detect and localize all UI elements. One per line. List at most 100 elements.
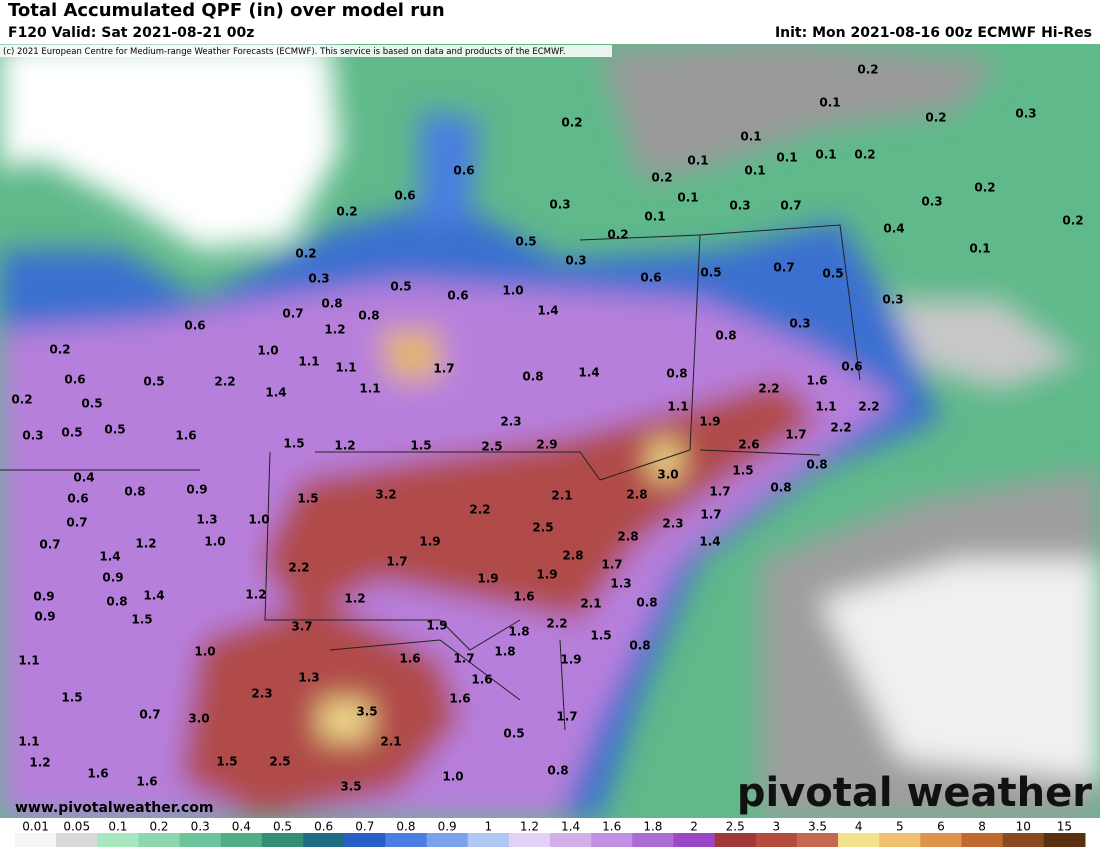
contour-label: 1.4 — [265, 386, 286, 400]
contour-label: 1.5 — [131, 613, 152, 627]
contour-label: 0.8 — [547, 764, 568, 778]
contour-label: 0.8 — [321, 297, 342, 311]
contour-label: 0.8 — [806, 458, 827, 472]
contour-label: 1.0 — [204, 535, 225, 549]
contour-label: 2.5 — [269, 755, 290, 769]
contour-label: 0.7 — [139, 708, 160, 722]
contour-label: 0.2 — [857, 63, 878, 77]
contour-label: 0.6 — [394, 189, 415, 203]
contour-label: 0.2 — [925, 111, 946, 125]
colorbar-label: 0.9 — [438, 820, 457, 834]
colorbar-swatch — [303, 833, 345, 847]
contour-label: 0.5 — [515, 235, 536, 249]
contour-label: 1.7 — [700, 508, 721, 522]
contour-label: 1.1 — [667, 400, 688, 414]
colorbar-label: 2.5 — [726, 820, 745, 834]
contour-label: 1.2 — [344, 592, 365, 606]
contour-label: 0.8 — [636, 596, 657, 610]
contour-label: 1.7 — [453, 652, 474, 666]
colorbar-swatch — [97, 833, 139, 847]
contour-label: 1.6 — [136, 775, 157, 789]
colorbar-swatch — [1043, 833, 1086, 847]
contour-label: 1.8 — [494, 645, 515, 659]
website: www.pivotalweather.com — [15, 800, 214, 816]
colorbar-swatch — [15, 833, 57, 847]
contour-label: 0.3 — [549, 198, 570, 212]
contour-label: 1.9 — [536, 568, 557, 582]
colorbar-swatch — [796, 833, 839, 847]
contour-label: 0.2 — [295, 247, 316, 261]
contour-label: 0.4 — [73, 471, 94, 485]
contour-label: 1.1 — [18, 735, 39, 749]
contour-label: 0.6 — [453, 164, 474, 178]
contour-label: 0.2 — [651, 171, 672, 185]
contour-label: 0.9 — [33, 590, 54, 604]
colorbar-swatch — [550, 833, 592, 847]
colorbar-swatch — [1002, 833, 1045, 847]
contour-label: 0.6 — [841, 360, 862, 374]
contour-label: 1.5 — [590, 629, 611, 643]
colorbar-label: 5 — [896, 820, 904, 834]
contour-label: 2.8 — [562, 549, 583, 563]
contour-label: 1.0 — [442, 770, 463, 784]
contour-label: 0.5 — [503, 727, 524, 741]
contour-label: 0.2 — [607, 228, 628, 242]
contour-label: 1.6 — [513, 590, 534, 604]
contour-label: 2.2 — [288, 561, 309, 575]
contour-label: 0.5 — [143, 375, 164, 389]
contour-label: 1.3 — [610, 577, 631, 591]
contour-label: 1.9 — [426, 619, 447, 633]
contour-label: 2.2 — [546, 617, 567, 631]
colorbar-label: 0.05 — [63, 820, 90, 834]
colorbar-label: 0.4 — [232, 820, 251, 834]
contour-label: 0.6 — [64, 373, 85, 387]
contour-label: 2.2 — [758, 382, 779, 396]
contour-label: 0.8 — [106, 595, 127, 609]
colorbar-label: 6 — [937, 820, 945, 834]
colorbar-label: 8 — [978, 820, 986, 834]
colorbar-swatch — [920, 833, 963, 847]
colorbar-swatch — [467, 833, 510, 847]
contour-label: 1.6 — [471, 673, 492, 687]
contour-label: 0.3 — [565, 254, 586, 268]
contour-label: 1.8 — [508, 625, 529, 639]
contour-label: 0.6 — [640, 271, 661, 285]
colorbar-label: 0.8 — [396, 820, 415, 834]
colorbar-label: 3 — [773, 820, 781, 834]
contour-label: 0.2 — [49, 343, 70, 357]
colorbar-label: 4 — [855, 820, 863, 834]
contour-label: 0.1 — [776, 151, 797, 165]
contour-label: 0.5 — [700, 266, 721, 280]
contour-label: 1.0 — [257, 344, 278, 358]
contour-label: 1.5 — [410, 439, 431, 453]
colorbar-swatch — [385, 833, 428, 847]
contour-label: 1.9 — [419, 535, 440, 549]
contour-label: 0.3 — [308, 272, 329, 286]
contour-label: 2.1 — [551, 489, 572, 503]
contour-label: 1.3 — [298, 671, 319, 685]
contour-label: 1.0 — [194, 645, 215, 659]
contour-label: 1.1 — [359, 382, 380, 396]
contour-label: 1.6 — [87, 767, 108, 781]
colorbar-label: 0.1 — [108, 820, 127, 834]
contour-label: 0.1 — [744, 164, 765, 178]
contour-label: 0.2 — [1062, 214, 1083, 228]
contour-label: 1.3 — [196, 513, 217, 527]
contour-label: 0.2 — [974, 181, 995, 195]
contour-label: 1.5 — [732, 464, 753, 478]
colorbar-swatch — [138, 833, 181, 847]
contour-labels: 0.2 0.1 0.2 0.2 0.3 0.1 0.1 0.1 0.1 0.2 0.1 0.6 0.2 0… — [11, 63, 1083, 794]
contour-label: 1.4 — [578, 366, 599, 380]
colorbar-label: 1.6 — [602, 820, 621, 834]
contour-label: 0.1 — [819, 96, 840, 110]
colorbar-label: 3.5 — [808, 820, 827, 834]
colorbar-label: 1.8 — [643, 820, 662, 834]
contour-label: 1.6 — [806, 374, 827, 388]
colorbar-swatch — [220, 833, 263, 847]
contour-label: 0.1 — [687, 154, 708, 168]
contour-label: 2.3 — [500, 415, 521, 429]
contour-label: 0.9 — [102, 571, 123, 585]
contour-label: 1.1 — [335, 361, 356, 375]
colorbar-label: 10 — [1016, 820, 1031, 834]
contour-label: 0.7 — [773, 261, 794, 275]
